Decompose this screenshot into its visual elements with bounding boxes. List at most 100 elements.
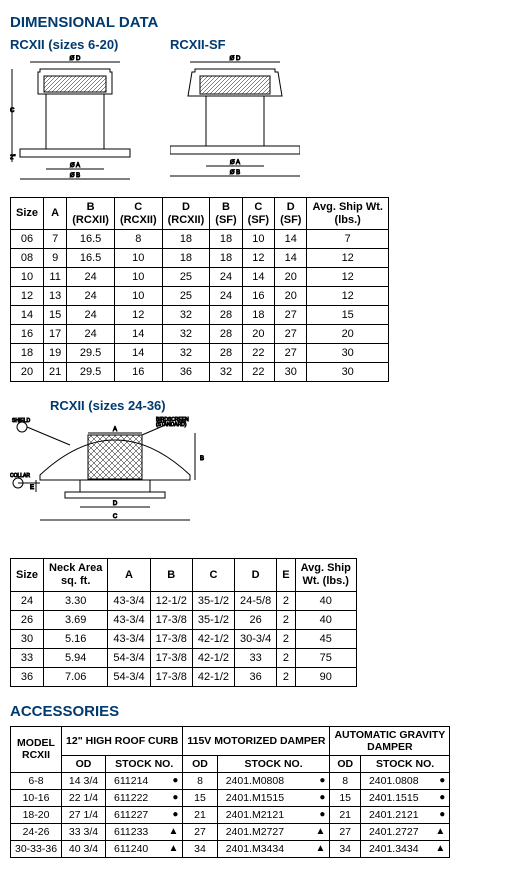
cell: 2: [277, 610, 295, 629]
cell: 7.06: [44, 667, 108, 686]
table1-header: B(RCXII): [67, 198, 115, 230]
cell: 15: [183, 789, 217, 806]
cell: 3.69: [44, 610, 108, 629]
accessories-title: ACCESSORIES: [10, 703, 499, 720]
cell: 10: [242, 230, 274, 249]
svg-text:E: E: [30, 485, 34, 491]
rcxii-diagram: Ø D C 2" Ø A Ø B: [10, 54, 140, 184]
cell: 7: [307, 230, 388, 249]
cell: 14: [275, 249, 307, 268]
cell: 36: [235, 667, 277, 686]
cell: 20: [307, 325, 388, 344]
drawing2-label: RCXII-SF: [170, 37, 300, 52]
acc-model-header: MODELRCXII: [11, 726, 62, 772]
table-row: 305.1643-3/417-3/842-1/230-3/4245: [11, 629, 357, 648]
table2-header: Avg. ShipWt. (lbs.): [295, 559, 356, 591]
cell: 10-16: [11, 789, 62, 806]
table1-header: Avg. Ship Wt.(lbs.): [307, 198, 388, 230]
cell: 32: [210, 363, 242, 382]
cell: 2401.M2727▲: [217, 823, 330, 840]
cell: 15: [307, 306, 388, 325]
cell: 24: [210, 287, 242, 306]
cell: 8: [114, 230, 162, 249]
cell: 12: [242, 249, 274, 268]
cell: 18: [11, 344, 44, 363]
table2-header: A: [108, 559, 150, 591]
cell: 75: [295, 648, 356, 667]
cell: 17-3/8: [150, 648, 192, 667]
cell: 27: [183, 823, 217, 840]
cell: 35-1/2: [192, 610, 234, 629]
cell: 2: [277, 591, 295, 610]
svg-text:D: D: [113, 501, 118, 507]
cell: 43-3/4: [108, 591, 150, 610]
cell: 20: [275, 287, 307, 306]
cell: 18: [242, 306, 274, 325]
cell: 16.5: [67, 249, 115, 268]
cell: 16: [114, 363, 162, 382]
cell: 36: [11, 667, 44, 686]
cell: 26: [235, 610, 277, 629]
acc-sub-header: OD: [62, 755, 106, 772]
cell: 2401.1515●: [360, 789, 449, 806]
cell: 54-3/4: [108, 648, 150, 667]
cell: 10: [11, 268, 44, 287]
cell: 2401.0808●: [360, 772, 449, 789]
cell: 27: [275, 344, 307, 363]
acc-sub-header: STOCK NO.: [217, 755, 330, 772]
drawing1-label: RCXII (sizes 6-20): [10, 37, 140, 52]
cell: 2401.M1515●: [217, 789, 330, 806]
cell: 14 3/4: [62, 772, 106, 789]
table-row: 08916.5101818121412: [11, 249, 389, 268]
table1-header: B(SF): [210, 198, 242, 230]
cell: 36: [162, 363, 210, 382]
cell: 43-3/4: [108, 610, 150, 629]
cell: 5.94: [44, 648, 108, 667]
cell: 28: [210, 306, 242, 325]
table2-header: Neck Areasq. ft.: [44, 559, 108, 591]
cell: 24: [11, 591, 44, 610]
cell: 10: [114, 249, 162, 268]
cell: 40 3/4: [62, 840, 106, 857]
table-row: 24-2633 3/4611233▲272401.M2727▲272401.27…: [11, 823, 450, 840]
cell: 14: [114, 344, 162, 363]
cell: 40: [295, 591, 356, 610]
cell: 27: [275, 325, 307, 344]
accessories-table: MODELRCXII12" HIGH ROOF CURB115V MOTORIZ…: [10, 726, 450, 858]
drawing-rcxii: RCXII (sizes 6-20) Ø D C 2" Ø A Ø B: [10, 37, 140, 187]
cell: 5.16: [44, 629, 108, 648]
acc-sub-header: OD: [183, 755, 217, 772]
drawing-rcxii-sf: RCXII-SF Ø D Ø A Ø B: [170, 37, 300, 187]
cell: 28: [210, 344, 242, 363]
cell: 32: [162, 325, 210, 344]
svg-text:C: C: [113, 514, 118, 520]
cell: 22: [242, 344, 274, 363]
table-row: 101124102524142012: [11, 268, 389, 287]
table2-header: B: [150, 559, 192, 591]
cell: 08: [11, 249, 44, 268]
cell: 22 1/4: [62, 789, 106, 806]
cell: 16.5: [67, 230, 115, 249]
cell: 2401.M3434▲: [217, 840, 330, 857]
cell: 34: [330, 840, 360, 857]
section-title: DIMENSIONAL DATA: [10, 14, 499, 31]
svg-text:Ø D: Ø D: [70, 56, 81, 62]
table-row: 202129.5163632223030: [11, 363, 389, 382]
svg-text:Ø B: Ø B: [230, 170, 240, 176]
table-row: 181929.5143228222730: [11, 344, 389, 363]
svg-text:(STANDARD): (STANDARD): [156, 422, 187, 428]
svg-text:Ø D: Ø D: [230, 56, 241, 62]
svg-text:Ø B: Ø B: [70, 173, 80, 179]
cell: 21: [44, 363, 67, 382]
cell: 14: [11, 306, 44, 325]
svg-text:B: B: [200, 456, 204, 462]
cell: 19: [44, 344, 67, 363]
cell: 13: [44, 287, 67, 306]
cell: 2: [277, 629, 295, 648]
svg-text:C: C: [10, 108, 15, 114]
cell: 30: [307, 344, 388, 363]
cell: 24: [67, 287, 115, 306]
cell: 18: [162, 249, 210, 268]
cell: 33: [235, 648, 277, 667]
cell: 12-1/2: [150, 591, 192, 610]
